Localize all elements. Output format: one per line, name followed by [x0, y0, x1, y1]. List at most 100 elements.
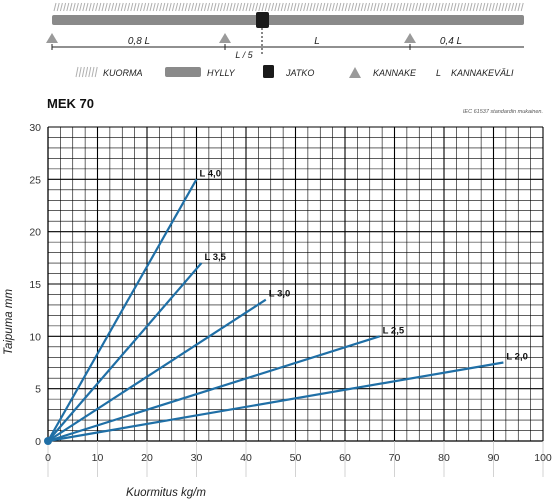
- load-hatch-mark: [88, 2, 92, 12]
- load-hatch-mark: [498, 2, 502, 12]
- load-hatch-mark: [296, 2, 300, 12]
- load-hatch-mark: [85, 2, 89, 12]
- load-hatch-mark: [357, 2, 361, 12]
- load-hatch-mark: [309, 2, 313, 12]
- span-diagram: 0,8 L L 0,4 L L / 5: [46, 2, 524, 60]
- load-hatch-mark: [504, 2, 508, 12]
- load-hatch-mark: [475, 2, 479, 12]
- load-hatch-mark: [399, 2, 403, 12]
- load-hatch-mark: [159, 2, 163, 12]
- load-hatch-mark: [56, 2, 60, 12]
- x-tick-label: 100: [534, 452, 552, 464]
- legend-joint-icon: [263, 65, 274, 78]
- load-hatch-mark: [427, 2, 431, 12]
- load-hatch-mark: [104, 2, 108, 12]
- legend: KUORMA HYLLY JATKO KANNAKE L KANNAKEVÄLI: [75, 65, 514, 78]
- legend-hatch-mark: [85, 66, 89, 78]
- x-tick-label: 50: [290, 452, 302, 464]
- load-hatch-mark: [507, 2, 511, 12]
- load-hatch-mark: [245, 2, 249, 12]
- load-hatch-mark: [367, 2, 371, 12]
- load-hatch-mark: [165, 2, 169, 12]
- series-line: [47, 262, 203, 442]
- legend-kannakevali: KANNAKEVÄLI: [451, 68, 514, 78]
- load-hatch-mark: [520, 2, 524, 12]
- load-hatch-mark: [111, 2, 115, 12]
- load-hatch-mark: [290, 2, 294, 12]
- load-hatch-mark: [389, 2, 393, 12]
- x-tick-label: 0: [45, 452, 51, 464]
- series-label: L 2,5: [383, 325, 405, 336]
- x-tick-label: 10: [92, 452, 104, 464]
- load-hatch-mark: [479, 2, 483, 12]
- load-hatch-mark: [255, 2, 259, 12]
- load-hatch-mark: [187, 2, 191, 12]
- x-tick-label: 30: [191, 452, 203, 464]
- legend-jatko: JATKO: [285, 68, 314, 78]
- x-tick-label: 20: [141, 452, 153, 464]
- chart-title: MEK 70: [47, 96, 94, 111]
- support-icon: [46, 33, 58, 43]
- x-axis-label: Kuormitus kg/m: [126, 487, 206, 499]
- load-hatch-mark: [175, 2, 179, 12]
- series-line: [47, 178, 198, 442]
- load-hatch-mark: [328, 2, 332, 12]
- load-hatch-mark: [149, 2, 153, 12]
- load-hatch-mark: [139, 2, 143, 12]
- x-tick-label: 70: [389, 452, 401, 464]
- load-hatch-mark: [98, 2, 102, 12]
- load-hatch-mark: [127, 2, 131, 12]
- load-hatch-mark: [517, 2, 521, 12]
- load-hatch-mark: [63, 2, 67, 12]
- span-label-left: 0,8 L: [128, 36, 150, 47]
- load-hatch-mark: [437, 2, 441, 12]
- series-line: [47, 335, 380, 443]
- load-hatch-mark: [91, 2, 95, 12]
- y-tick-label: 0: [35, 436, 41, 448]
- load-hatch-mark: [466, 2, 470, 12]
- load-hatch-mark: [171, 2, 175, 12]
- y-tick-label: 15: [29, 279, 41, 291]
- load-hatch-mark: [66, 2, 70, 12]
- load-hatch-mark: [469, 2, 473, 12]
- load-hatch-mark: [162, 2, 166, 12]
- load-hatch-mark: [472, 2, 476, 12]
- load-hatch-mark: [229, 2, 233, 12]
- load-hatch-mark: [72, 2, 76, 12]
- load-hatch-mark: [178, 2, 182, 12]
- legend-hatch-icon: [75, 66, 98, 78]
- x-tick-label: 80: [438, 452, 450, 464]
- joint-marker: [256, 12, 269, 28]
- legend-shelf-icon: [165, 67, 201, 77]
- load-hatch-mark: [511, 2, 515, 12]
- load-hatch-mark: [280, 2, 284, 12]
- load-hatch-mark: [191, 2, 195, 12]
- load-hatch-mark: [488, 2, 492, 12]
- load-hatch-mark: [485, 2, 489, 12]
- load-hatch-mark: [431, 2, 435, 12]
- y-tick-label: 5: [35, 384, 41, 396]
- load-hatch-mark: [95, 2, 99, 12]
- x-tick-label: 40: [240, 452, 252, 464]
- series-label: L 4,0: [200, 168, 221, 179]
- legend-hatch-mark: [75, 66, 79, 78]
- load-hatch-mark: [107, 2, 111, 12]
- load-hatch-mark: [395, 2, 399, 12]
- load-hatch-mark: [463, 2, 467, 12]
- legend-hatch-mark: [94, 66, 98, 78]
- legend-hatch-mark: [88, 66, 92, 78]
- span-label-middle: L: [314, 36, 320, 47]
- legend-l-symbol: L: [436, 68, 441, 78]
- load-hatch-mark: [53, 2, 57, 12]
- series-label: L 2,0: [506, 352, 527, 363]
- load-hatch-mark: [335, 2, 339, 12]
- legend-kuorma: KUORMA: [103, 68, 143, 78]
- load-hatch-mark: [421, 2, 425, 12]
- load-hatch-mark: [146, 2, 150, 12]
- x-tick-label: 90: [488, 452, 500, 464]
- load-hatch-mark: [447, 2, 451, 12]
- load-hatch-mark: [242, 2, 246, 12]
- load-hatch-mark: [319, 2, 323, 12]
- load-hatch-mark: [79, 2, 83, 12]
- load-hatch-mark: [283, 2, 287, 12]
